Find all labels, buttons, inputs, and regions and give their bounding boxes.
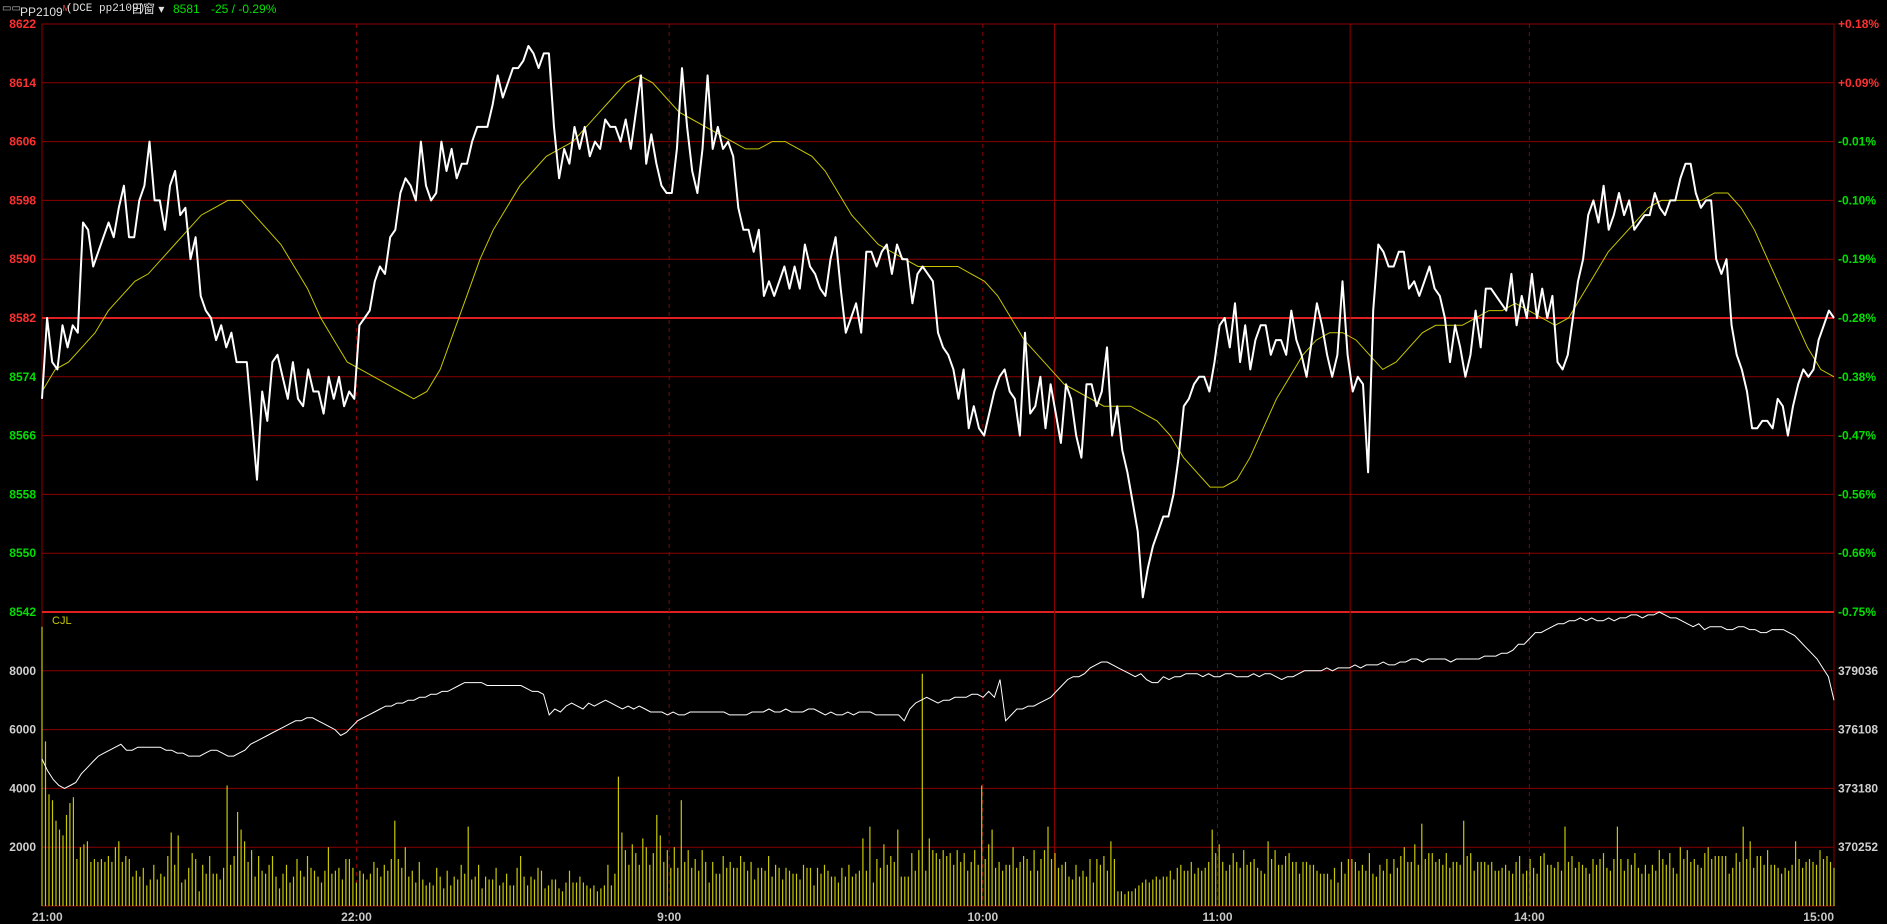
percent-tick-label: -0.47% bbox=[1838, 429, 1876, 443]
percent-tick-label: +0.18% bbox=[1838, 17, 1879, 31]
time-tick-label: 10:00 bbox=[967, 910, 998, 924]
percent-tick-label: -0.75% bbox=[1838, 605, 1876, 619]
average-price-line bbox=[41, 74, 1835, 488]
last-price: 8581 bbox=[173, 2, 200, 16]
percent-tick-label: -0.56% bbox=[1838, 487, 1876, 501]
time-tick-label: 22:00 bbox=[341, 910, 372, 924]
chevron-down-icon: ▾ bbox=[158, 2, 165, 16]
symbol-label[interactable]: PP2109M bbox=[20, 0, 69, 21]
time-tick-label: 21:00 bbox=[32, 910, 63, 924]
price-tick-label: 8558 bbox=[9, 487, 36, 501]
price-change: -25 / -0.29% bbox=[211, 2, 277, 16]
price-tick-label: 8598 bbox=[9, 193, 36, 207]
percent-tick-label: -0.19% bbox=[1838, 252, 1876, 266]
grid bbox=[41, 23, 1835, 907]
time-tick-label: 14:00 bbox=[1514, 910, 1545, 924]
volume-indicator-label: CJL bbox=[52, 615, 72, 627]
time-tick-label: 9:00 bbox=[657, 910, 681, 924]
open-interest-tick-label: 373180 bbox=[1838, 781, 1878, 795]
volume-tick-label: 6000 bbox=[9, 723, 36, 737]
price-tick-label: 8622 bbox=[9, 17, 36, 31]
time-tick-label: 15:00 bbox=[1803, 910, 1834, 924]
period-selector[interactable]: 日窗 ▾ bbox=[131, 0, 164, 18]
percent-tick-label: -0.28% bbox=[1838, 311, 1876, 325]
chart-header: ▭▭ PP2109M (DCE pp2109) 日窗 ▾ 8581 -25 / … bbox=[0, 0, 1887, 21]
open-interest-tick-label: 379036 bbox=[1838, 664, 1878, 678]
symbol-code: PP2109 bbox=[20, 5, 63, 19]
price-tick-label: 8566 bbox=[9, 429, 36, 443]
price-tick-label: 8542 bbox=[9, 605, 36, 619]
window-icon[interactable]: ▭▭ bbox=[2, 3, 21, 14]
exchange-label: (DCE pp2109) bbox=[66, 3, 146, 15]
price-tick-label: 8590 bbox=[9, 252, 36, 266]
time-tick-label: 11:00 bbox=[1203, 910, 1233, 924]
open-interest-line bbox=[41, 611, 1835, 789]
price-tick-label: 8606 bbox=[9, 135, 36, 149]
axes: 8622 +0.18% 8614 +0.09% 8606 -0.01% 8598 -0.10%… bbox=[9, 17, 1879, 924]
price-tick-label: 8582 bbox=[9, 311, 36, 325]
percent-tick-label: -0.38% bbox=[1838, 370, 1876, 384]
percent-tick-label: +0.09% bbox=[1838, 76, 1879, 90]
volume-tick-label: 4000 bbox=[9, 781, 36, 795]
plot-frame bbox=[41, 23, 1835, 907]
percent-tick-label: -0.66% bbox=[1838, 546, 1876, 560]
percent-tick-label: -0.01% bbox=[1838, 135, 1876, 149]
percent-tick-label: -0.10% bbox=[1838, 193, 1876, 207]
price-tick-label: 8574 bbox=[9, 370, 36, 384]
open-interest-tick-label: 376108 bbox=[1838, 723, 1878, 737]
period-label: 日窗 bbox=[131, 2, 156, 16]
price-tick-label: 8614 bbox=[9, 76, 36, 90]
volume-tick-label: 2000 bbox=[9, 840, 36, 854]
price-line bbox=[41, 45, 1835, 599]
open-interest-tick-label: 370252 bbox=[1838, 840, 1878, 854]
volume-tick-label: 8000 bbox=[9, 664, 36, 678]
price-tick-label: 8550 bbox=[9, 546, 36, 560]
main-contract-mark: M bbox=[62, 4, 70, 13]
